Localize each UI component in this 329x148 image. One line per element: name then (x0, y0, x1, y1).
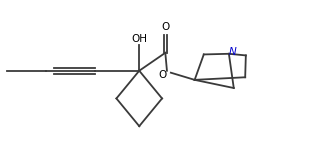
Text: O: O (158, 70, 166, 80)
Text: OH: OH (131, 34, 147, 44)
Text: O: O (161, 22, 169, 32)
Text: N: N (228, 47, 236, 57)
